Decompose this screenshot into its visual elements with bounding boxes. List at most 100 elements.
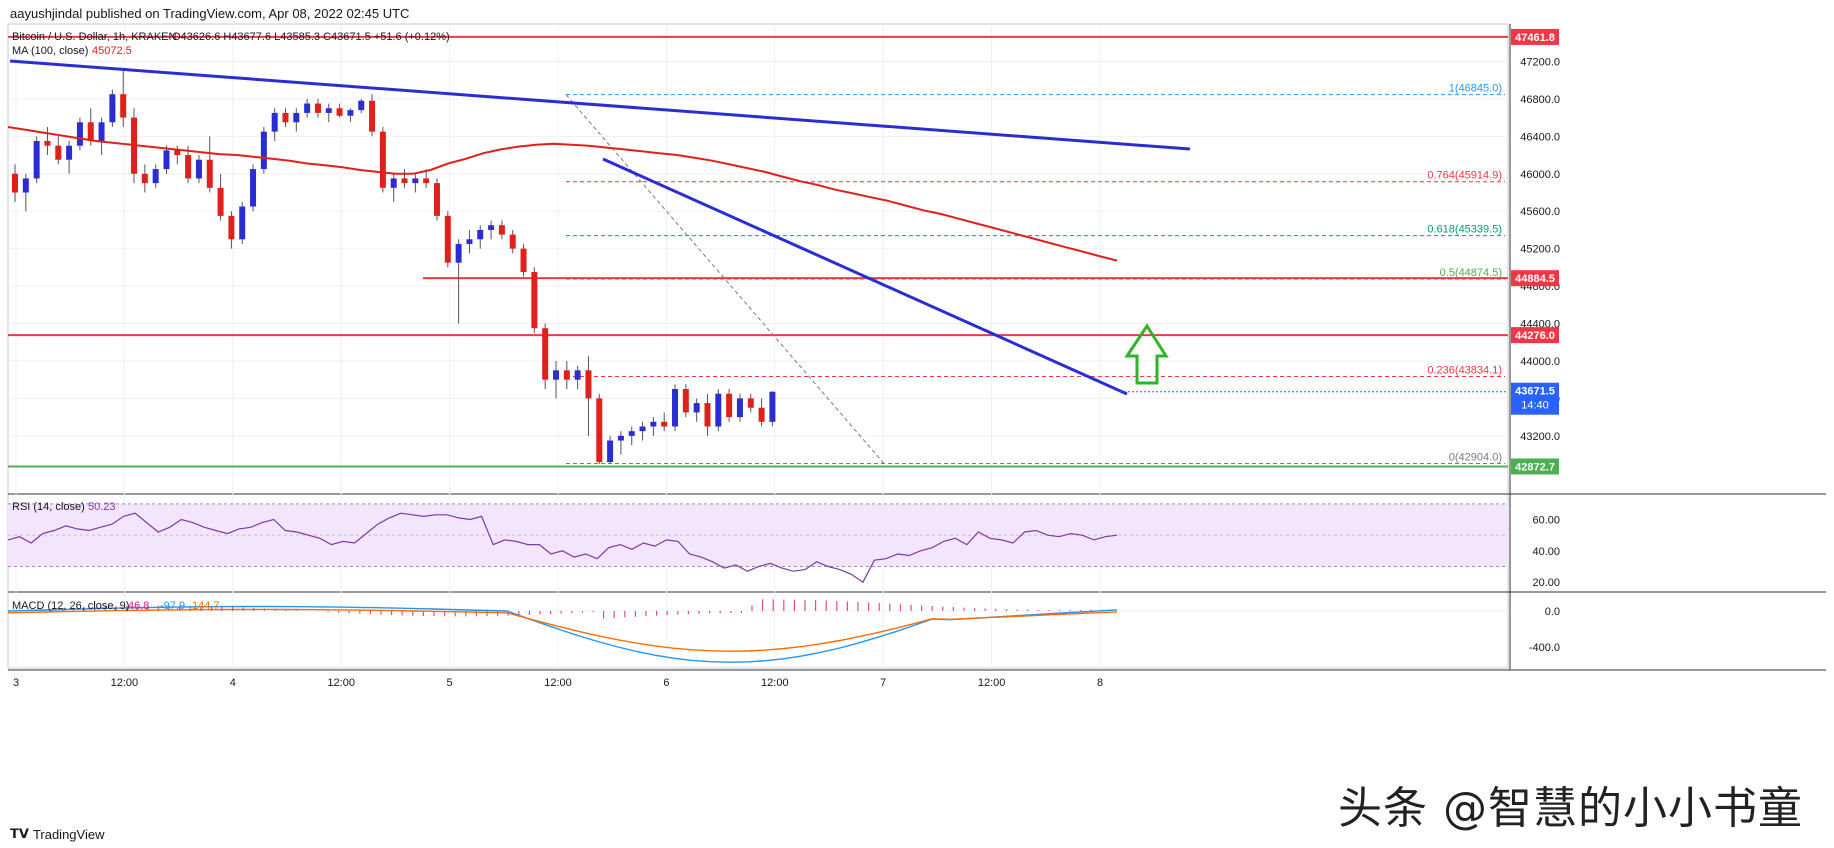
candle-body — [412, 178, 419, 184]
last-price-tag — [1511, 382, 1559, 415]
rsi-tick-label: 20.00 — [1532, 577, 1560, 589]
tradingview-logo-icon: 𝗧𝗩 — [10, 826, 29, 841]
tradingview-footer[interactable]: 𝗧𝗩 TradingView — [10, 826, 104, 842]
candle-body — [498, 225, 505, 235]
candle-body — [693, 403, 700, 413]
candle-body — [282, 112, 289, 123]
countdown-text: 14:40 — [1521, 400, 1549, 412]
price-level-tag — [1511, 28, 1559, 45]
time-tick-label: 8 — [1097, 677, 1103, 689]
candle-body — [401, 178, 408, 184]
candle-body — [250, 169, 257, 207]
macd-legend-signal: 144.7 — [192, 600, 220, 612]
candle-body — [639, 426, 646, 432]
candle-body — [336, 108, 343, 116]
candle-body — [758, 407, 765, 422]
rsi-tick-label: 40.00 — [1532, 546, 1560, 558]
time-tick-label: 12:00 — [111, 677, 139, 689]
fib-level-label: 1(46845.0) — [1449, 83, 1502, 95]
candle-body — [455, 243, 462, 263]
price-tick-label: 46800.0 — [1520, 94, 1560, 106]
price-level-tag-text: 44276.0 — [1515, 330, 1555, 342]
macd-legend-label: MACD (12, 26, close, 9) — [12, 600, 129, 612]
candle-body — [650, 421, 657, 427]
candle-body — [726, 393, 733, 418]
price-level-tag — [1511, 270, 1559, 287]
rsi-legend-label: RSI (14, close) — [12, 501, 85, 513]
candle-body — [293, 112, 300, 123]
candle-body — [141, 173, 148, 184]
price-level-tag — [1511, 458, 1559, 475]
candle-body — [12, 173, 18, 193]
macd-legend-hist: 46.8 — [128, 600, 149, 612]
candle-body — [325, 108, 332, 113]
candle-body — [617, 435, 624, 441]
candle-body — [542, 328, 549, 380]
candle-body — [33, 141, 40, 179]
time-tick-label: 6 — [663, 677, 669, 689]
candle-body — [607, 440, 614, 463]
candle-body — [206, 159, 213, 188]
candle-body — [704, 403, 711, 427]
tradingview-brand: TradingView — [32, 826, 105, 842]
candle-body — [185, 155, 192, 179]
candle-body — [747, 398, 754, 408]
time-tick-label: 12:00 — [544, 677, 572, 689]
candle-body — [55, 145, 62, 160]
candle-body — [87, 122, 94, 141]
price-level-tag-text: 42872.7 — [1515, 461, 1555, 473]
watermark-text: 头条 @智慧的小小书童 — [1338, 783, 1803, 834]
candle-body — [715, 393, 722, 427]
candle-body — [488, 225, 495, 230]
candle-body — [271, 112, 278, 132]
candle-body — [369, 100, 376, 132]
candle-body — [152, 169, 159, 184]
rsi-legend-value: 50.23 — [88, 501, 116, 513]
macd-legend-macd: -97.9 — [160, 600, 185, 612]
candle-body — [433, 183, 440, 216]
candle-body — [553, 370, 559, 380]
candle-body — [109, 94, 116, 123]
symbol-title: Bitcoin / U.S. Dollar, 1h, KRAKEN — [12, 31, 177, 43]
price-level-tag-text: 44884.5 — [1515, 273, 1555, 285]
rsi-line — [7, 512, 1118, 584]
candle-body — [174, 150, 181, 156]
candle-body — [76, 122, 83, 146]
time-tick-label: 12:00 — [761, 677, 789, 689]
trendline — [9, 59, 1191, 151]
candle-body — [314, 103, 321, 113]
candle-body — [66, 145, 73, 160]
candle-body — [195, 159, 202, 179]
time-tick-label: 12:00 — [978, 677, 1006, 689]
ma-legend-label: MA (100, close) — [12, 45, 88, 57]
price-tick-label: 44000.0 — [1520, 356, 1560, 368]
ma-legend-value: 45072.5 — [92, 45, 132, 57]
candle-body — [239, 206, 246, 240]
macd-tick-label: -400.0 — [1529, 642, 1560, 654]
candle-body — [661, 421, 668, 427]
candle-body — [477, 229, 484, 240]
candle-body — [423, 178, 430, 184]
fib-level-label: 0(42904.0) — [1449, 452, 1502, 464]
time-tick-label: 4 — [230, 677, 236, 689]
candle-body — [98, 122, 105, 141]
fib-level-label: 0.764(45914.9) — [1427, 170, 1502, 182]
up-arrow-icon — [1124, 323, 1169, 385]
candle-body — [260, 131, 267, 170]
candle-body — [628, 431, 635, 436]
candle-body — [769, 391, 776, 422]
time-tick-label: 12:00 — [327, 677, 355, 689]
publisher-header: aayushjindal published on TradingView.co… — [10, 6, 410, 21]
price-tick-label: 47200.0 — [1520, 56, 1560, 68]
candle-body — [228, 215, 235, 240]
fib-level-label: 0.618(45339.5) — [1427, 224, 1502, 236]
candle-body — [120, 94, 127, 118]
time-tick-label: 5 — [447, 677, 453, 689]
candle-body — [217, 187, 224, 216]
fib-level-label: 0.236(43834.1) — [1427, 364, 1502, 376]
fib-level-label: 0.5(44874.5) — [1440, 267, 1502, 279]
candle-body — [44, 141, 51, 146]
candle-body — [563, 370, 570, 380]
candle-body — [520, 248, 527, 273]
